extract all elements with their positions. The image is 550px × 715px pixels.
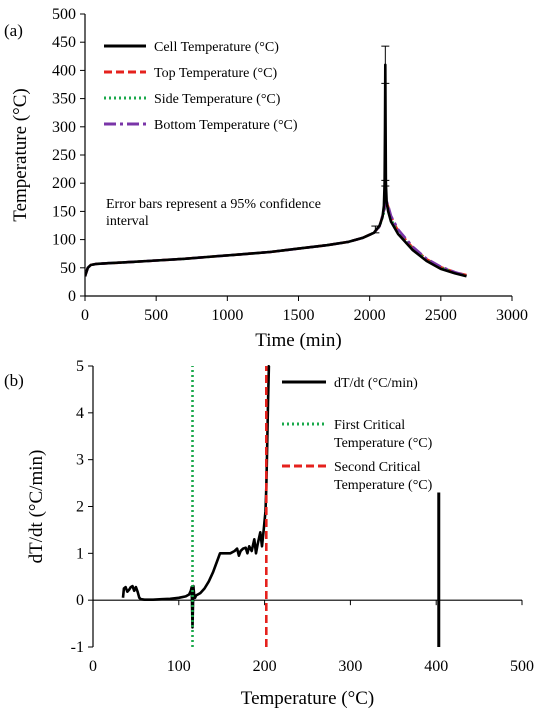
y-axis-title: Temperature (°C) (10, 88, 31, 221)
y-tick-label: 350 (52, 91, 76, 108)
legend: Cell Temperature (°C) Top Temperature (°C… (104, 40, 298, 133)
y-tick-label: 100 (52, 232, 76, 249)
y-tick-label: 450 (52, 34, 76, 51)
plot-area (121, 365, 441, 647)
plot-area (85, 63, 467, 278)
y-tick-label: 400 (52, 62, 76, 79)
y-tick-label: 0 (76, 592, 84, 609)
x-tick-label: 200 (253, 658, 277, 675)
x-axis-title: Temperature (°C) (241, 688, 374, 709)
x-tick-label: 300 (338, 658, 362, 675)
annotation-text: Error bars represent a 95% confidence (106, 197, 321, 212)
series-line-0 (85, 63, 467, 278)
x-tick-label: 400 (424, 658, 448, 675)
y-tick-label: 1 (76, 545, 84, 562)
panel-label: (b) (4, 371, 24, 390)
x-tick-label: 1000 (211, 307, 243, 324)
chart-panel-b: -1 0 1 2 3 4 5 0 100 200 300 400 500 Temperature (°C)… (4, 358, 534, 709)
x-tick-label: 500 (510, 658, 534, 675)
y-tick-label: 0 (68, 288, 76, 305)
panel-label: (a) (4, 21, 23, 40)
x-tick-label: 0 (89, 658, 97, 675)
y-tick-label: 3 (76, 452, 84, 469)
legend-label: Cell Temperature (°C) (154, 40, 279, 55)
legend-label: Bottom Temperature (°C) (154, 118, 298, 133)
legend-label: Second Critical (334, 460, 421, 475)
y-tick-label: 250 (52, 147, 76, 164)
legend-label: Top Temperature (°C) (154, 66, 277, 81)
y-tick-label: 200 (52, 175, 76, 192)
y-tick-label: 50 (60, 260, 76, 277)
legend-label: dT/dt (°C/min) (334, 376, 418, 391)
x-tick-label: 0 (81, 307, 89, 324)
y-tick-label: 4 (76, 405, 84, 422)
legend-label: Temperature (°C) (334, 478, 433, 493)
series-line-0 (121, 365, 271, 629)
y-tick-label: 2 (76, 499, 84, 516)
legend-label: Temperature (°C) (334, 436, 433, 451)
x-axis-title: Time (min) (255, 330, 341, 351)
x-tick-label: 100 (167, 658, 191, 675)
legend: dT/dt (°C/min) First Critical Temperature … (282, 376, 433, 493)
y-tick-label: -1 (71, 639, 84, 656)
y-tick-label: 150 (52, 203, 76, 220)
annotation-text: interval (106, 214, 149, 229)
x-tick-label: 2500 (425, 307, 457, 324)
series-line-2 (85, 199, 467, 277)
x-tick-label: 500 (144, 307, 168, 324)
legend-label: Side Temperature (°C) (154, 92, 281, 107)
x-tick-label: 2000 (354, 307, 386, 324)
y-tick-label: 500 (52, 6, 76, 23)
y-tick-label: 5 (76, 358, 84, 375)
y-axis-title: dT/dt (°C/min) (26, 450, 47, 564)
y-tick-label: 300 (52, 119, 76, 136)
x-tick-label: 1500 (283, 307, 315, 324)
legend-label: First Critical (334, 418, 405, 433)
chart-panel-a: 0 50 100 150 200 250 300 350 400 450 500 0 500 1000 15… (4, 6, 528, 351)
x-tick-label: 3000 (496, 307, 528, 324)
